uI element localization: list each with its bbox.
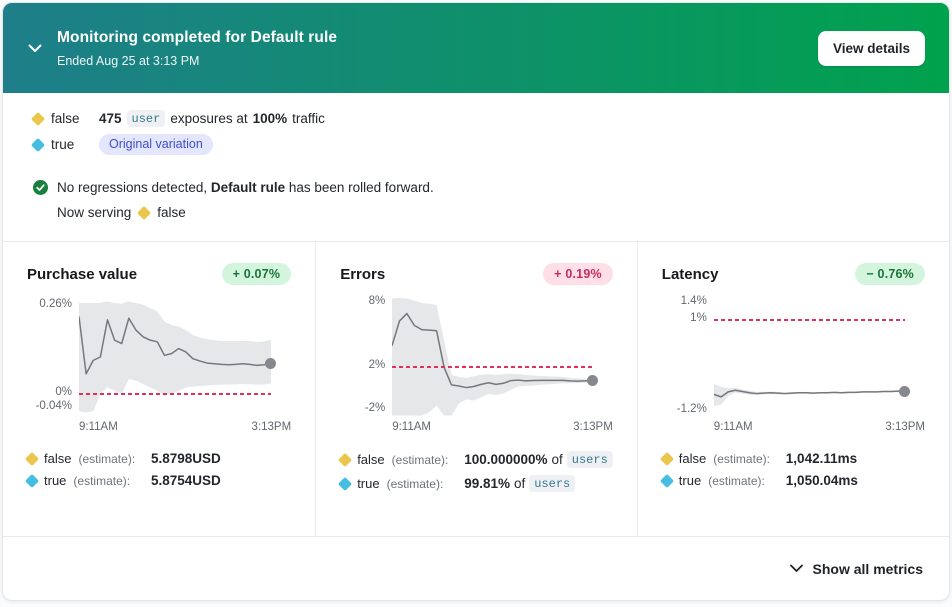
metric-chart: 8% 2% -2% (340, 294, 613, 416)
variation-true-diamond-icon (659, 473, 674, 488)
threshold-line (79, 393, 272, 396)
variation-false-diamond-icon (30, 111, 46, 126)
variation-true-row: true (30, 137, 99, 152)
regression-message: No regressions detected, Default rule ha… (57, 180, 434, 195)
metric-change-badge: + 0.07% (221, 263, 292, 285)
metric-card-purchase-value: Purchase value + 0.07% 0.26% 0% -0.04% 9:1… (3, 242, 315, 536)
threshold-line (713, 318, 905, 321)
estimate-row-false: false (estimate): 5.8798USD (24, 451, 291, 466)
metric-title: Purchase value (27, 265, 138, 283)
variation-true-diamond-icon (24, 473, 40, 488)
y-axis-tick-label: -2% (364, 402, 386, 415)
x-axis-start-label: 9:11AM (79, 421, 118, 433)
variation-true-label: true (51, 137, 75, 152)
chevron-down-icon (789, 564, 803, 572)
threshold-line (392, 366, 593, 369)
metric-title: Errors (340, 265, 386, 283)
x-axis-end-label: 3:13PM (251, 421, 292, 433)
variation-false-label: false (51, 111, 80, 126)
exposure-unit-badge: user (126, 110, 166, 127)
exposure-count: 475 (99, 111, 122, 126)
metrics-row: Purchase value + 0.07% 0.26% 0% -0.04% 9:1… (3, 241, 949, 536)
metric-card-errors: Errors + 0.19% 8% 2% -2% 9:11AM 3:13PM (315, 242, 637, 536)
variation-true-diamond-icon (338, 476, 353, 491)
estimate-row-false: false (estimate): 1,042.11ms (659, 451, 925, 466)
collapse-chevron-icon[interactable] (23, 36, 47, 60)
banner-subtitle: Ended Aug 25 at 3:13 PM (57, 53, 200, 68)
metric-chart: 1.4% 1% -1.2% (662, 295, 925, 416)
success-check-icon (33, 180, 48, 195)
metrics-footer: Show all metrics (3, 536, 949, 600)
y-axis-tick-label: -0.04% (35, 399, 72, 412)
x-axis-start-label: 9:11AM (713, 421, 753, 433)
metric-card-latency: Latency − 0.76% 1.4% 1% -1.2% 9:11AM 3:13P… (636, 242, 949, 536)
estimate-row-false: false (estimate): 100.000000% of users (338, 451, 613, 468)
variation-false-diamond-icon (24, 451, 40, 466)
metric-chart: 0.26% 0% -0.04% (27, 298, 291, 416)
variation-true-diamond-icon (30, 137, 46, 152)
view-details-button[interactable]: View details (817, 30, 925, 66)
variation-false-diamond-icon (338, 452, 353, 467)
y-axis-tick-label: 8% (368, 294, 386, 307)
x-axis-end-label: 3:13PM (573, 421, 613, 433)
now-serving-label: Now serving (57, 205, 132, 220)
chart-end-dot (586, 375, 598, 387)
exposure-summary: 475 user exposures at 100% traffic (99, 110, 325, 127)
y-axis-tick-label: 0.26% (39, 298, 72, 311)
y-axis-tick-label: 1.4% (680, 295, 707, 307)
chart-end-dot (265, 358, 277, 370)
y-axis-tick-label: 2% (368, 359, 386, 372)
metric-title: Latency (661, 265, 719, 283)
metric-change-badge: + 0.19% (543, 263, 613, 285)
banner-title: Monitoring completed for Default rule (57, 28, 338, 46)
summary-section: false 475 user exposures at 100% traffic… (3, 93, 949, 241)
y-axis-tick-label: -1.2% (676, 403, 707, 415)
now-serving-diamond-icon (137, 205, 152, 220)
variation-false-diamond-icon (659, 451, 674, 466)
estimate-row-true: true (estimate): 5.8754USD (24, 473, 291, 488)
now-serving-variation: false (157, 205, 186, 220)
estimate-row-true: true (estimate): 1,050.04ms (659, 473, 925, 488)
now-serving-row: Now serving false (57, 202, 921, 223)
chart-end-dot (899, 385, 910, 397)
y-axis-tick-label: 1% (690, 311, 707, 324)
original-variation-badge: Original variation (99, 134, 213, 155)
x-axis-end-label: 3:13PM (885, 421, 925, 433)
monitoring-banner: Monitoring completed for Default rule En… (3, 3, 949, 93)
x-axis-start-label: 9:11AM (392, 421, 431, 433)
variation-false-row: false (30, 111, 99, 126)
metric-change-badge: − 0.76% (855, 263, 925, 285)
show-all-metrics-button[interactable]: Show all metrics (789, 561, 923, 577)
estimate-row-true: true (estimate): 99.81% of users (338, 475, 613, 492)
exposure-percent: 100% (252, 111, 288, 126)
y-axis-tick-label: 0% (55, 386, 72, 399)
regression-status: No regressions detected, Default rule ha… (33, 177, 921, 223)
